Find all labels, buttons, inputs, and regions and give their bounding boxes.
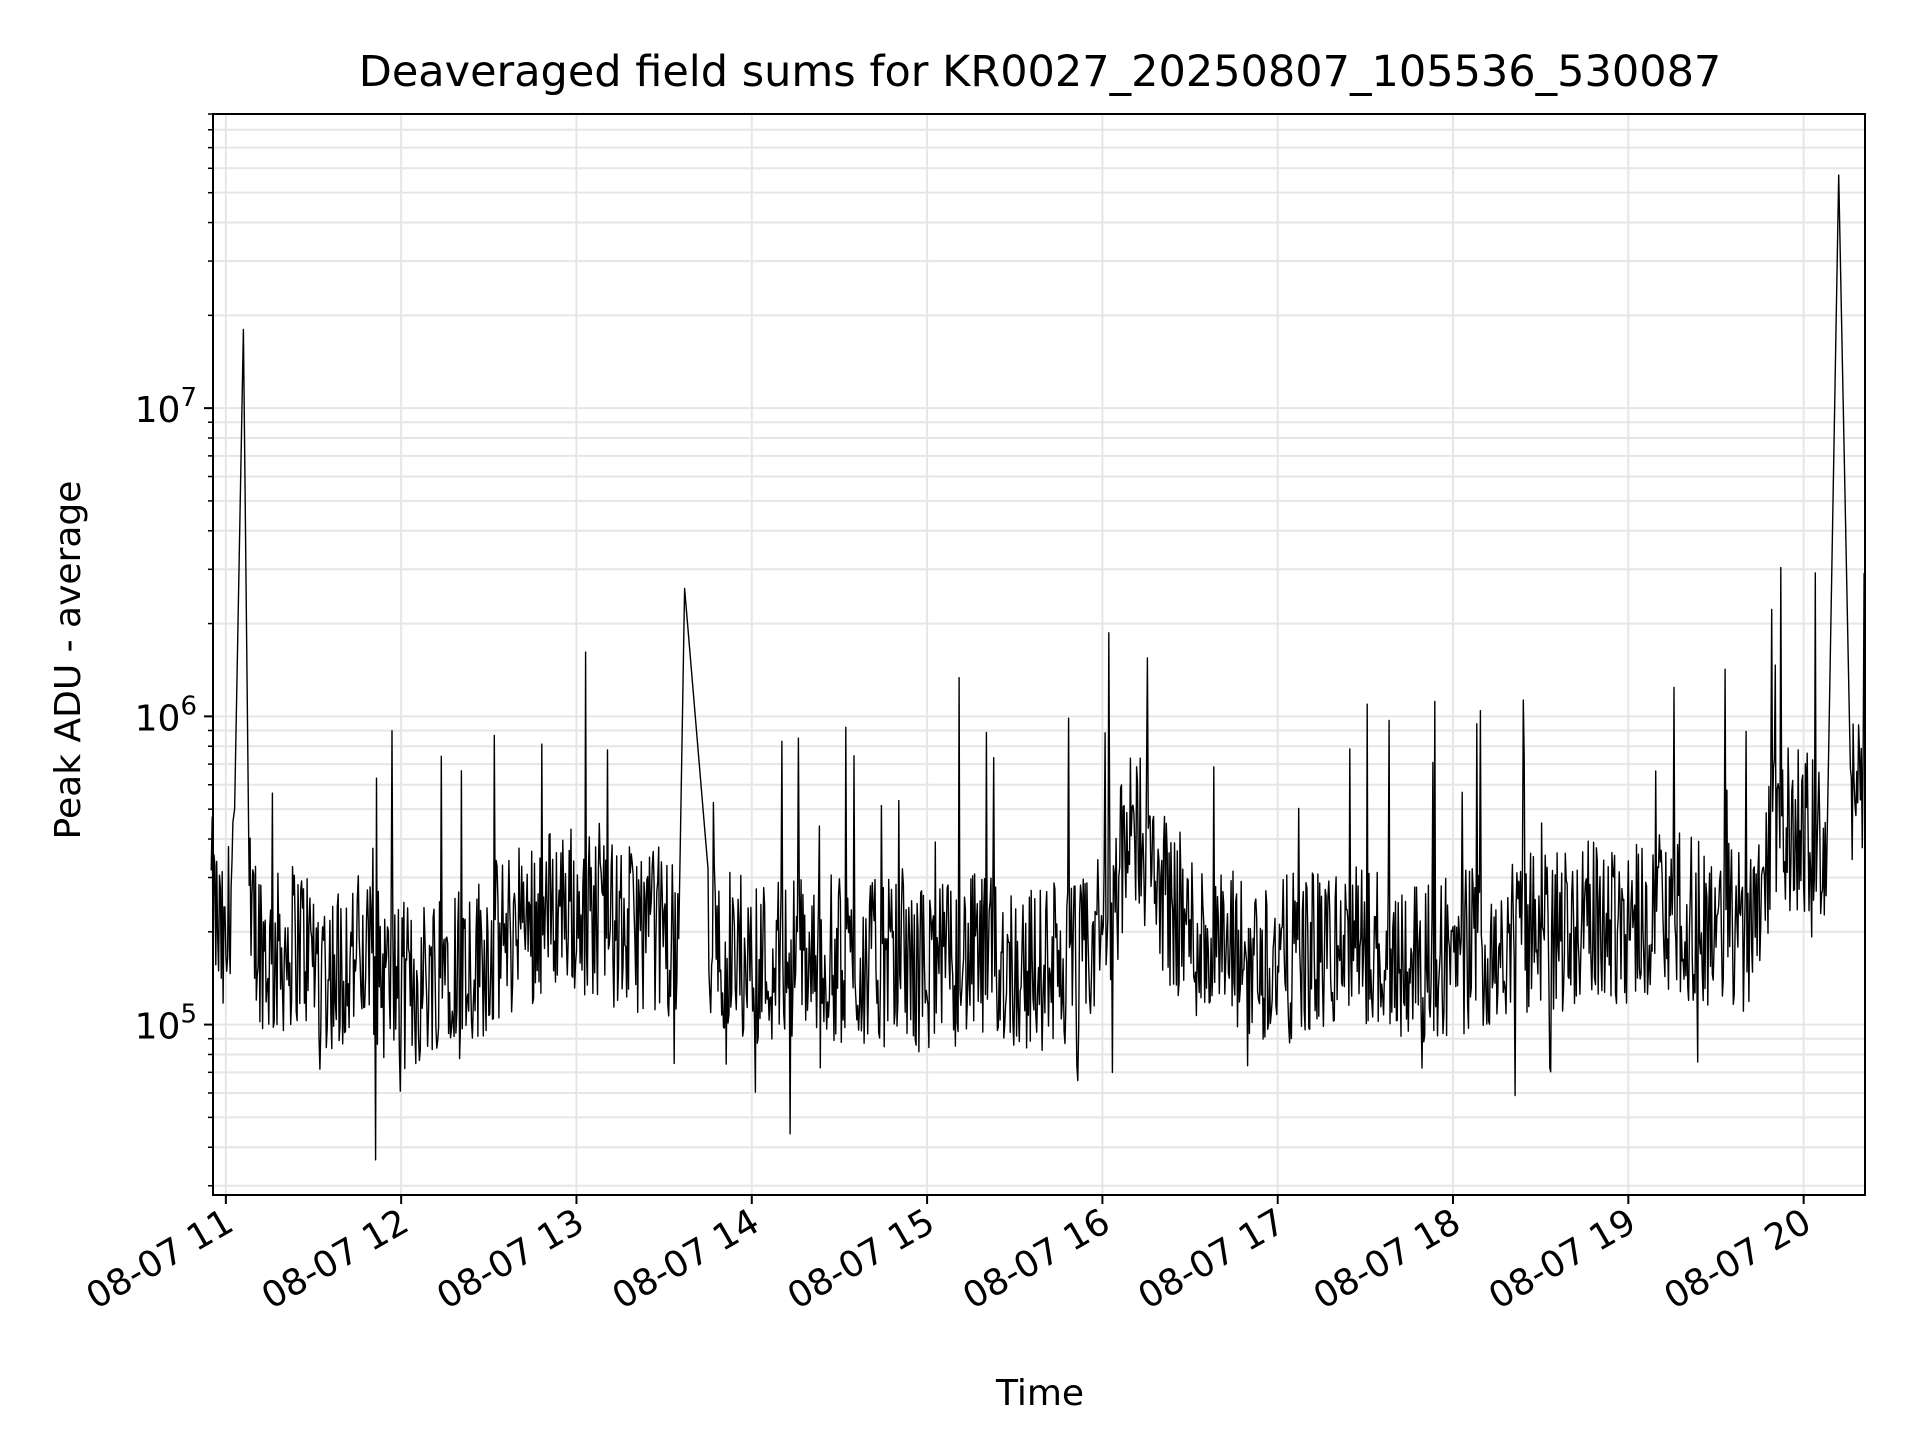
y-tick-label: 106 xyxy=(135,691,197,739)
y-tick-label: 105 xyxy=(135,1000,197,1048)
plot-frame xyxy=(212,113,1866,1196)
series-line xyxy=(210,174,1866,1161)
chart-title: Deaveraged field sums for KR0027_2025080… xyxy=(359,47,1722,97)
y-tick-label: 107 xyxy=(135,383,197,431)
series-layer xyxy=(210,174,1866,1161)
y-axis: 105 106 107 xyxy=(135,113,213,1187)
minor-gridlines xyxy=(213,113,1865,1187)
x-axis-label: Time xyxy=(995,1373,1084,1414)
y-axis-label: Peak ADU - average xyxy=(48,481,89,840)
